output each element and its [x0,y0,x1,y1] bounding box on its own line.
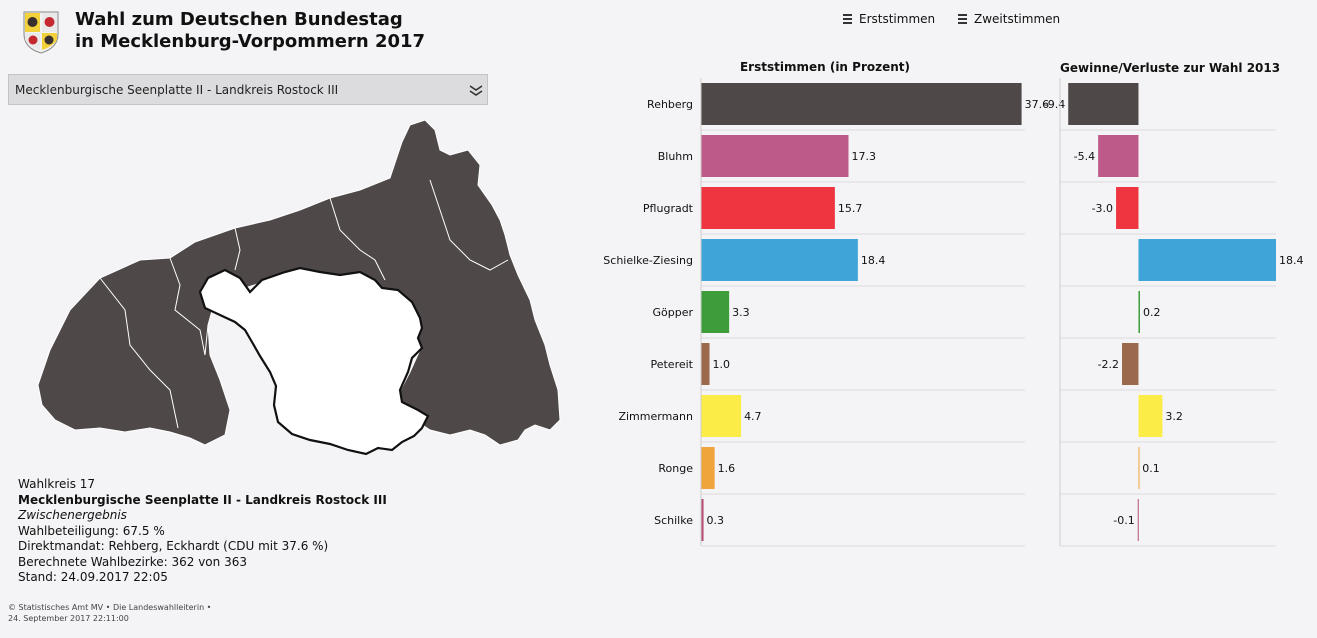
bar [701,343,710,385]
change-data-label: 3.2 [1165,410,1183,423]
change-bar [1068,83,1139,125]
turnout-text: Wahlbeteiligung: 67.5 % [18,523,165,538]
change-data-label: 0.1 [1142,462,1160,475]
erststimmen-label: Erststimmen [859,12,936,26]
dropdown-selected-value: Mecklenburgische Seenplatte II - Landkre… [15,83,339,97]
data-label: 0.3 [707,514,725,527]
wahlkreis-name: Mecklenburgische Seenplatte II - Landkre… [18,492,387,507]
wahlkreis-dropdown[interactable]: Mecklenburgische Seenplatte II - Landkre… [8,74,488,105]
change-bar [1138,239,1276,281]
map-border-line [99,277,179,429]
map-border-line [329,197,386,281]
wahlkreis-number: Wahlkreis 17 [18,477,96,491]
bar [701,187,835,229]
data-label: 18.4 [861,254,886,267]
bar [701,395,742,437]
bar [701,239,858,281]
change-data-label: -2.2 [1098,358,1119,371]
footer-credits: © Statistisches Amt MV • Die Landeswahll… [8,602,308,624]
category-label: Pflugradt [643,202,694,215]
map-border-line [234,227,241,271]
bar [701,83,1022,125]
title-line-2: in Mecklenburg-Vorpommern 2017 [75,31,426,52]
map-region-selected[interactable] [198,266,430,456]
category-label: Göpper [652,306,693,319]
chart-title-erststimmen: Erststimmen (in Prozent) [739,60,910,74]
change-bar [1122,343,1139,385]
category-label: Rehberg [647,98,693,111]
bar [701,291,730,333]
counted-districts-text: Berechnete Wahlbezirke: 362 von 363 [18,554,247,569]
category-label: Schielke-Ziesing [603,254,693,267]
bar [701,447,715,489]
category-label: Petereit [650,358,693,371]
change-bar [1098,135,1139,177]
bar [701,499,704,541]
zweitstimmen-label: Zweitstimmen [974,12,1061,26]
data-label: 1.6 [718,462,736,475]
title-line-1: Wahl zum Deutschen Bundestag [75,9,403,30]
constituency-info: Wahlkreis 17 Mecklenburgische Seenplatte… [18,477,438,586]
page-title: Wahl zum Deutschen Bundestag in Mecklenb… [75,9,495,53]
category-label: Zimmermann [618,410,693,423]
direct-mandate-text: Direktmandat: Rehberg, Eckhardt (CDU mit… [18,539,329,553]
map-border-line [429,179,509,271]
change-bar [1137,499,1139,541]
change-data-label: 0.2 [1143,306,1161,319]
constituency-map[interactable] [30,110,570,470]
category-label: Bluhm [658,150,693,163]
data-label: 15.7 [838,202,863,215]
change-data-label: -0.1 [1113,514,1134,527]
erststimmen-toggle[interactable]: Erststimmen [843,12,935,26]
category-label: Ronge [658,462,693,475]
timestamp-text: Stand: 24.09.2017 22:05 [18,570,168,584]
footer-line-2: 24. September 2017 22:11:00 [8,614,129,623]
category-label: Schilke [654,514,693,527]
chart-title-gewinne-verluste: Gewinne/Verluste zur Wahl 2013 [1060,61,1281,75]
change-bar [1116,187,1139,229]
data-label: 37.6 [1025,98,1050,111]
change-bar [1138,395,1163,437]
change-data-label: -3.0 [1092,202,1113,215]
coat-of-arms-logo [23,11,59,54]
footer-line-1: © Statistisches Amt MV • Die Landeswahll… [8,603,212,612]
menu-icon [843,12,852,26]
data-label: 1.0 [713,358,731,371]
data-label: 17.3 [852,150,877,163]
zweitstimmen-toggle[interactable]: Zweitstimmen [958,12,1060,26]
map-border-line [169,257,209,356]
chevron-double-down-icon [469,85,483,96]
result-status: Zwischenergebnis [18,508,127,522]
change-bar [1138,447,1140,489]
menu-icon [958,12,967,26]
data-label: 4.7 [744,410,762,423]
map-region-west[interactable] [37,119,561,446]
data-label: 3.3 [732,306,750,319]
change-bar [1138,291,1140,333]
change-data-label: 18.4 [1279,254,1304,267]
change-data-label: -9.4 [1044,98,1065,111]
change-data-label: -5.4 [1074,150,1095,163]
bar [701,135,849,177]
